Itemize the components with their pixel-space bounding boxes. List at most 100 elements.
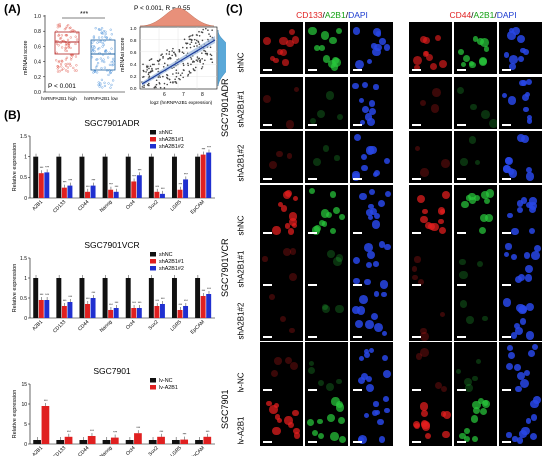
bar (148, 156, 154, 198)
box-point-low (94, 27, 97, 30)
scatter-point (169, 81, 172, 84)
box-point-low (104, 32, 107, 36)
box-point-high (58, 22, 61, 26)
box-point-high (55, 51, 58, 54)
legend-swatch (150, 378, 156, 383)
scatter-point (201, 58, 203, 60)
bar (171, 156, 177, 198)
bar (206, 294, 212, 318)
box-point-low (108, 51, 111, 54)
box-point-low (99, 82, 102, 85)
significance-mark: *** (86, 185, 90, 189)
box-group-high: hnRNPA2B1 high (41, 96, 77, 101)
category-label: A2B1 (31, 319, 44, 332)
scatter-point (211, 29, 213, 31)
scatter-point (195, 39, 198, 42)
scatter-point (202, 63, 205, 65)
box-point-low (98, 28, 101, 31)
box-point-low (98, 40, 101, 44)
significance-mark: *** (138, 301, 142, 305)
scatter-point (194, 42, 197, 44)
bar (64, 436, 73, 444)
scatter-point (160, 54, 162, 56)
scatter-point (146, 66, 148, 69)
chart-ytick-label: 1 (24, 276, 27, 282)
significance-mark: *** (40, 166, 44, 170)
box-point-low (96, 41, 99, 44)
box-point-high (69, 36, 72, 39)
scatter-point (182, 76, 184, 79)
box-point-high (75, 31, 79, 35)
box-high (54, 31, 80, 55)
bar (177, 310, 183, 318)
category-label: LGR5 (169, 319, 183, 333)
box-point-high (65, 34, 68, 37)
scatter-point (199, 61, 201, 63)
significance-mark: *** (113, 431, 117, 435)
box-point-low (99, 57, 102, 60)
box-point-high (55, 59, 58, 62)
box-point-low (107, 82, 110, 85)
box-ytick-label: 0.6 (34, 44, 41, 50)
legend-label: shNC (159, 252, 173, 258)
title-slash: / (322, 10, 325, 20)
scatter-point (174, 81, 176, 83)
micrograph (350, 185, 393, 237)
chart-ytick-label: 0.5 (20, 175, 27, 181)
micrograph (454, 237, 497, 289)
scatter-point (166, 76, 168, 79)
box-point-high (66, 62, 69, 65)
box-point-high (65, 56, 69, 59)
scatter-point (175, 72, 178, 74)
bar (113, 191, 119, 198)
bar (67, 302, 73, 318)
box-point-high (66, 70, 70, 73)
box-point-high (66, 66, 69, 69)
scatter-point (143, 86, 145, 88)
bar (131, 181, 137, 198)
significance-mark: *** (68, 179, 72, 183)
chart-title: SGC7901 (93, 366, 131, 376)
micrograph (454, 394, 497, 446)
box-point-high (64, 64, 68, 67)
bar (125, 156, 131, 198)
box-point-low (110, 61, 113, 64)
scatter-point (190, 58, 193, 60)
title-slash: / (471, 10, 474, 20)
scatter-point (154, 85, 157, 88)
scatter-point (142, 76, 144, 78)
scatter-point (193, 45, 195, 48)
scatter-point (206, 53, 209, 56)
bar (203, 436, 212, 444)
significance-mark: *** (206, 430, 210, 434)
box-point-low (110, 33, 113, 36)
bar (136, 308, 142, 318)
category-label: Sox2 (147, 199, 159, 211)
box-point-low (107, 73, 110, 77)
scatter-point (204, 50, 207, 53)
chart-ytick-label: 15 (21, 382, 27, 388)
box-point-low (101, 36, 104, 39)
legend-swatch (150, 385, 156, 390)
micrograph (454, 342, 497, 394)
bar (159, 304, 165, 318)
scatter-point (178, 77, 180, 80)
scatter-point (187, 75, 189, 77)
scatter-point (205, 27, 207, 30)
box-point-low (109, 71, 112, 75)
scatter-point (159, 76, 161, 78)
box-point-low (112, 60, 115, 63)
significance-mark: *** (136, 426, 140, 430)
scatter-point (198, 34, 201, 37)
significance-mark: *** (202, 289, 206, 293)
box-point-high (56, 26, 59, 29)
micrograph (499, 342, 542, 394)
box-point-high (55, 42, 59, 45)
significance-mark: *** (202, 148, 206, 152)
scatter-point (148, 67, 150, 70)
box-low (90, 39, 116, 71)
scatter-point (148, 82, 150, 85)
scatter-point (175, 55, 177, 57)
bar (41, 406, 50, 444)
scatter-point (174, 78, 176, 81)
